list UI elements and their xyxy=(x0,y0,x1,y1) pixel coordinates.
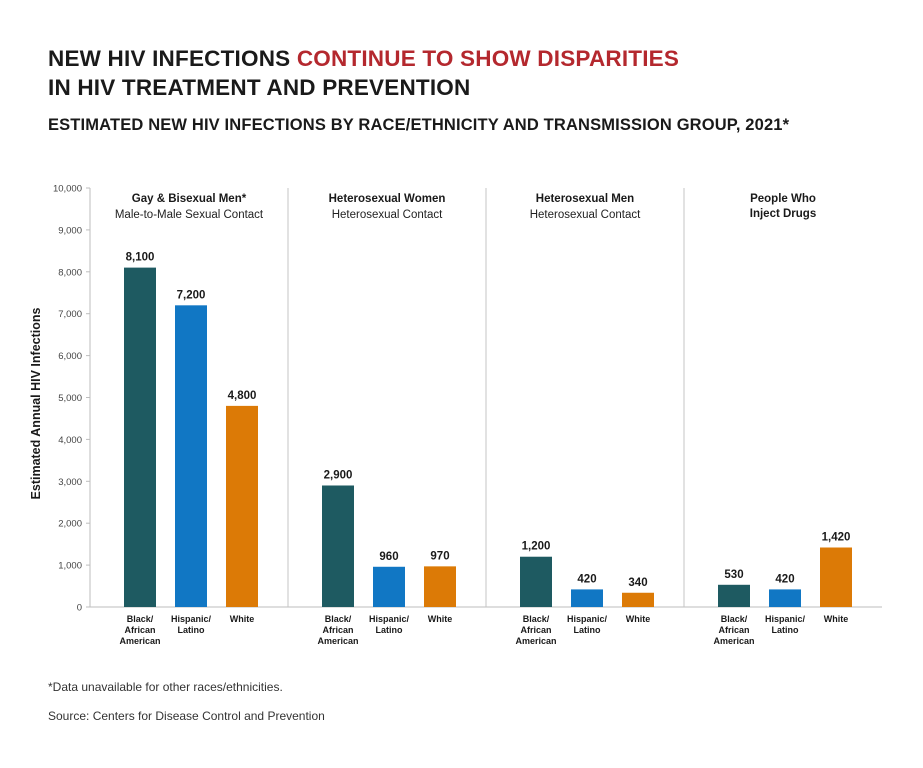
bar-value-label: 1,200 xyxy=(522,541,551,553)
group-sublabel: Male-to-Male Sexual Contact xyxy=(115,209,264,221)
bar-value-label: 8,100 xyxy=(126,252,155,264)
chart-title: NEW HIV INFECTIONS CONTINUE TO SHOW DISP… xyxy=(48,44,679,102)
bar-black-african-american xyxy=(124,267,156,607)
y-tick-label: 5,000 xyxy=(58,393,82,404)
y-axis-title: Estimated Annual HIV Infections xyxy=(29,307,43,499)
bar-value-label: 530 xyxy=(724,569,743,581)
bar-value-label: 2,900 xyxy=(324,469,353,481)
group-sublabel: Heterosexual Contact xyxy=(332,209,443,221)
y-tick-label: 7,000 xyxy=(58,309,82,320)
category-label: Hispanic/Latino xyxy=(369,614,410,635)
category-label: Black/African American xyxy=(119,614,160,646)
y-tick-label: 2,000 xyxy=(58,519,82,530)
group-label: Heterosexual Women xyxy=(329,193,446,205)
bar-value-label: 4,800 xyxy=(228,390,257,402)
category-label: White xyxy=(824,614,849,624)
bar-value-label: 7,200 xyxy=(177,289,206,301)
title-accent: CONTINUE TO SHOW DISPARITIES xyxy=(296,46,680,71)
category-label: White xyxy=(626,614,651,624)
group-label: People Who Inject Drugs xyxy=(750,193,816,220)
bar-hispanic-latino xyxy=(175,305,207,607)
y-tick-label: 4,000 xyxy=(58,435,82,446)
y-tick-label: 10,000 xyxy=(53,184,82,195)
bar-value-label: 970 xyxy=(430,550,449,562)
y-tick-label: 6,000 xyxy=(58,351,82,362)
y-tick-label: 9,000 xyxy=(58,225,82,236)
category-label: White xyxy=(428,614,453,624)
bar-hispanic-latino xyxy=(571,589,603,607)
bar-hispanic-latino xyxy=(769,589,801,607)
y-tick-label: 0 xyxy=(77,603,82,614)
category-label: Hispanic/Latino xyxy=(765,614,806,635)
bar-black-african-american xyxy=(520,556,552,607)
category-label: White xyxy=(230,614,255,624)
bar-hispanic-latino xyxy=(373,566,405,607)
footnote: *Data unavailable for other races/ethnic… xyxy=(48,680,283,694)
group-label: Heterosexual Men xyxy=(536,193,634,205)
bar-white xyxy=(226,405,258,607)
group-sublabel: Heterosexual Contact xyxy=(530,209,641,221)
bar-value-label: 1,420 xyxy=(822,532,851,544)
bar-white xyxy=(622,592,654,607)
y-tick-label: 8,000 xyxy=(58,267,82,278)
category-label: Black/African American xyxy=(713,614,754,646)
y-tick-label: 3,000 xyxy=(58,477,82,488)
title-line2: IN HIV TREATMENT AND PREVENTION xyxy=(48,75,471,100)
bar-value-label: 960 xyxy=(379,551,398,563)
source-note: Source: Centers for Disease Control and … xyxy=(48,709,325,723)
bar-value-label: 420 xyxy=(775,573,794,585)
category-label: Black/African American xyxy=(515,614,556,646)
bar-black-african-american xyxy=(322,485,354,607)
group-label: Gay & Bisexual Men* xyxy=(132,193,247,205)
category-label: Hispanic/Latino xyxy=(171,614,212,635)
bar-value-label: 340 xyxy=(628,577,647,589)
category-label: Hispanic/Latino xyxy=(567,614,608,635)
bar-black-african-american xyxy=(718,584,750,607)
category-label: Black/African American xyxy=(317,614,358,646)
bar-value-label: 420 xyxy=(577,573,596,585)
y-tick-label: 1,000 xyxy=(58,561,82,572)
bar-white xyxy=(820,547,852,607)
title-plain: NEW HIV INFECTIONS xyxy=(48,46,297,71)
chart-subtitle: ESTIMATED NEW HIV INFECTIONS BY RACE/ETH… xyxy=(48,116,790,134)
bar-white xyxy=(424,566,456,607)
